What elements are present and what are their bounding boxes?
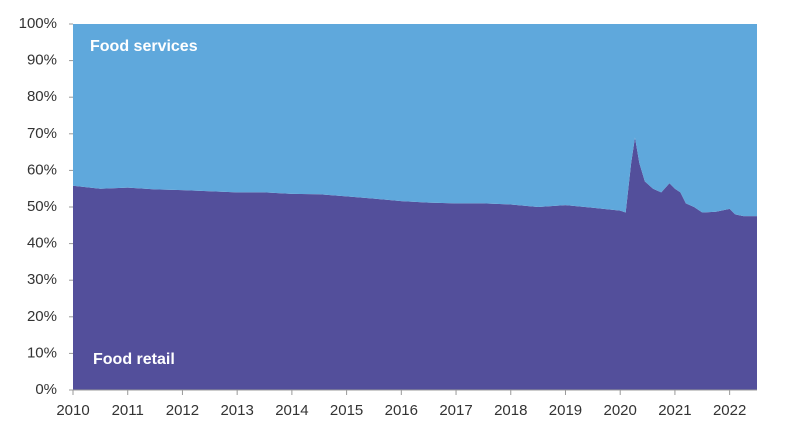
x-tick-label: 2012 [166, 402, 199, 419]
x-tick-label: 2010 [56, 402, 89, 419]
y-tick-label: 0% [35, 381, 57, 398]
y-tick-label: 20% [27, 308, 57, 325]
y-tick-label: 70% [27, 125, 57, 142]
x-tick-label: 2017 [439, 402, 472, 419]
y-tick-label: 60% [27, 161, 57, 178]
x-tick-label: 2013 [220, 402, 253, 419]
y-tick-label: 50% [27, 198, 57, 215]
x-tick-label: 2019 [549, 402, 582, 419]
y-tick-label: 10% [27, 344, 57, 361]
y-tick-label: 30% [27, 271, 57, 288]
series-label: Food retail [93, 351, 175, 368]
x-tick-label: 2016 [385, 402, 418, 419]
y-tick-label: 40% [27, 235, 57, 252]
series-label: Food services [90, 38, 198, 55]
x-tick-label: 2020 [604, 402, 637, 419]
x-tick-label: 2022 [713, 402, 746, 419]
x-tick-label: 2018 [494, 402, 527, 419]
y-tick-label: 100% [19, 15, 57, 32]
x-tick-label: 2015 [330, 402, 363, 419]
area [73, 137, 757, 390]
y-tick-label: 90% [27, 52, 57, 69]
area [73, 24, 757, 217]
plot-area [73, 24, 757, 390]
x-tick-label: 2021 [658, 402, 691, 419]
x-tick-label: 2011 [112, 402, 144, 419]
x-tick-label: 2014 [275, 402, 308, 419]
y-tick-label: 80% [27, 88, 57, 105]
